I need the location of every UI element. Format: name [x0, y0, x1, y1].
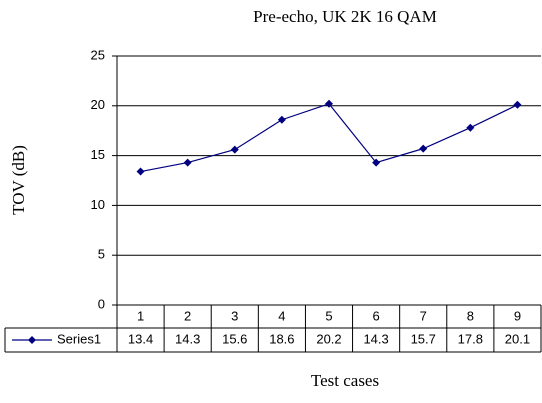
marker — [230, 145, 239, 154]
x-axis-label: Test cases — [311, 371, 379, 390]
y-tick-label: 15 — [91, 147, 105, 162]
y-tick-label: 10 — [91, 197, 105, 212]
marker — [513, 100, 522, 109]
marker — [419, 144, 428, 153]
table-value: 14.3 — [175, 331, 200, 346]
y-tick-label: 25 — [91, 47, 105, 62]
table-value: 20.1 — [505, 331, 530, 346]
marker — [372, 158, 381, 167]
table-value: 15.6 — [222, 331, 247, 346]
table-value: 14.3 — [363, 331, 388, 346]
table-value: 18.6 — [269, 331, 294, 346]
x-tick-label: 1 — [137, 308, 144, 323]
y-tick-label: 0 — [98, 296, 105, 311]
x-tick-label: 4 — [278, 308, 285, 323]
legend-marker — [28, 336, 36, 344]
x-tick-label: 2 — [184, 308, 191, 323]
y-axis-label: TOV (dB) — [9, 145, 28, 215]
x-tick-label: 6 — [372, 308, 379, 323]
marker — [136, 167, 145, 176]
x-tick-label: 3 — [231, 308, 238, 323]
table-value: 17.8 — [458, 331, 483, 346]
marker — [277, 115, 286, 124]
marker — [183, 158, 192, 167]
series-line — [140, 103, 518, 173]
table-value: 15.7 — [411, 331, 436, 346]
marker — [325, 99, 333, 108]
legend-label: Series1 — [57, 331, 101, 346]
table-value: 13.4 — [128, 331, 153, 346]
y-tick-label: 5 — [98, 247, 105, 262]
x-tick-label: 7 — [420, 308, 427, 323]
chart-title: Pre-echo, UK 2K 16 QAM — [253, 7, 437, 26]
x-tick-label: 8 — [467, 308, 474, 323]
marker — [466, 123, 475, 132]
x-tick-label: 5 — [325, 308, 332, 323]
x-tick-label: 9 — [514, 308, 521, 323]
table-value: 20.2 — [316, 331, 341, 346]
y-tick-label: 20 — [91, 97, 105, 112]
